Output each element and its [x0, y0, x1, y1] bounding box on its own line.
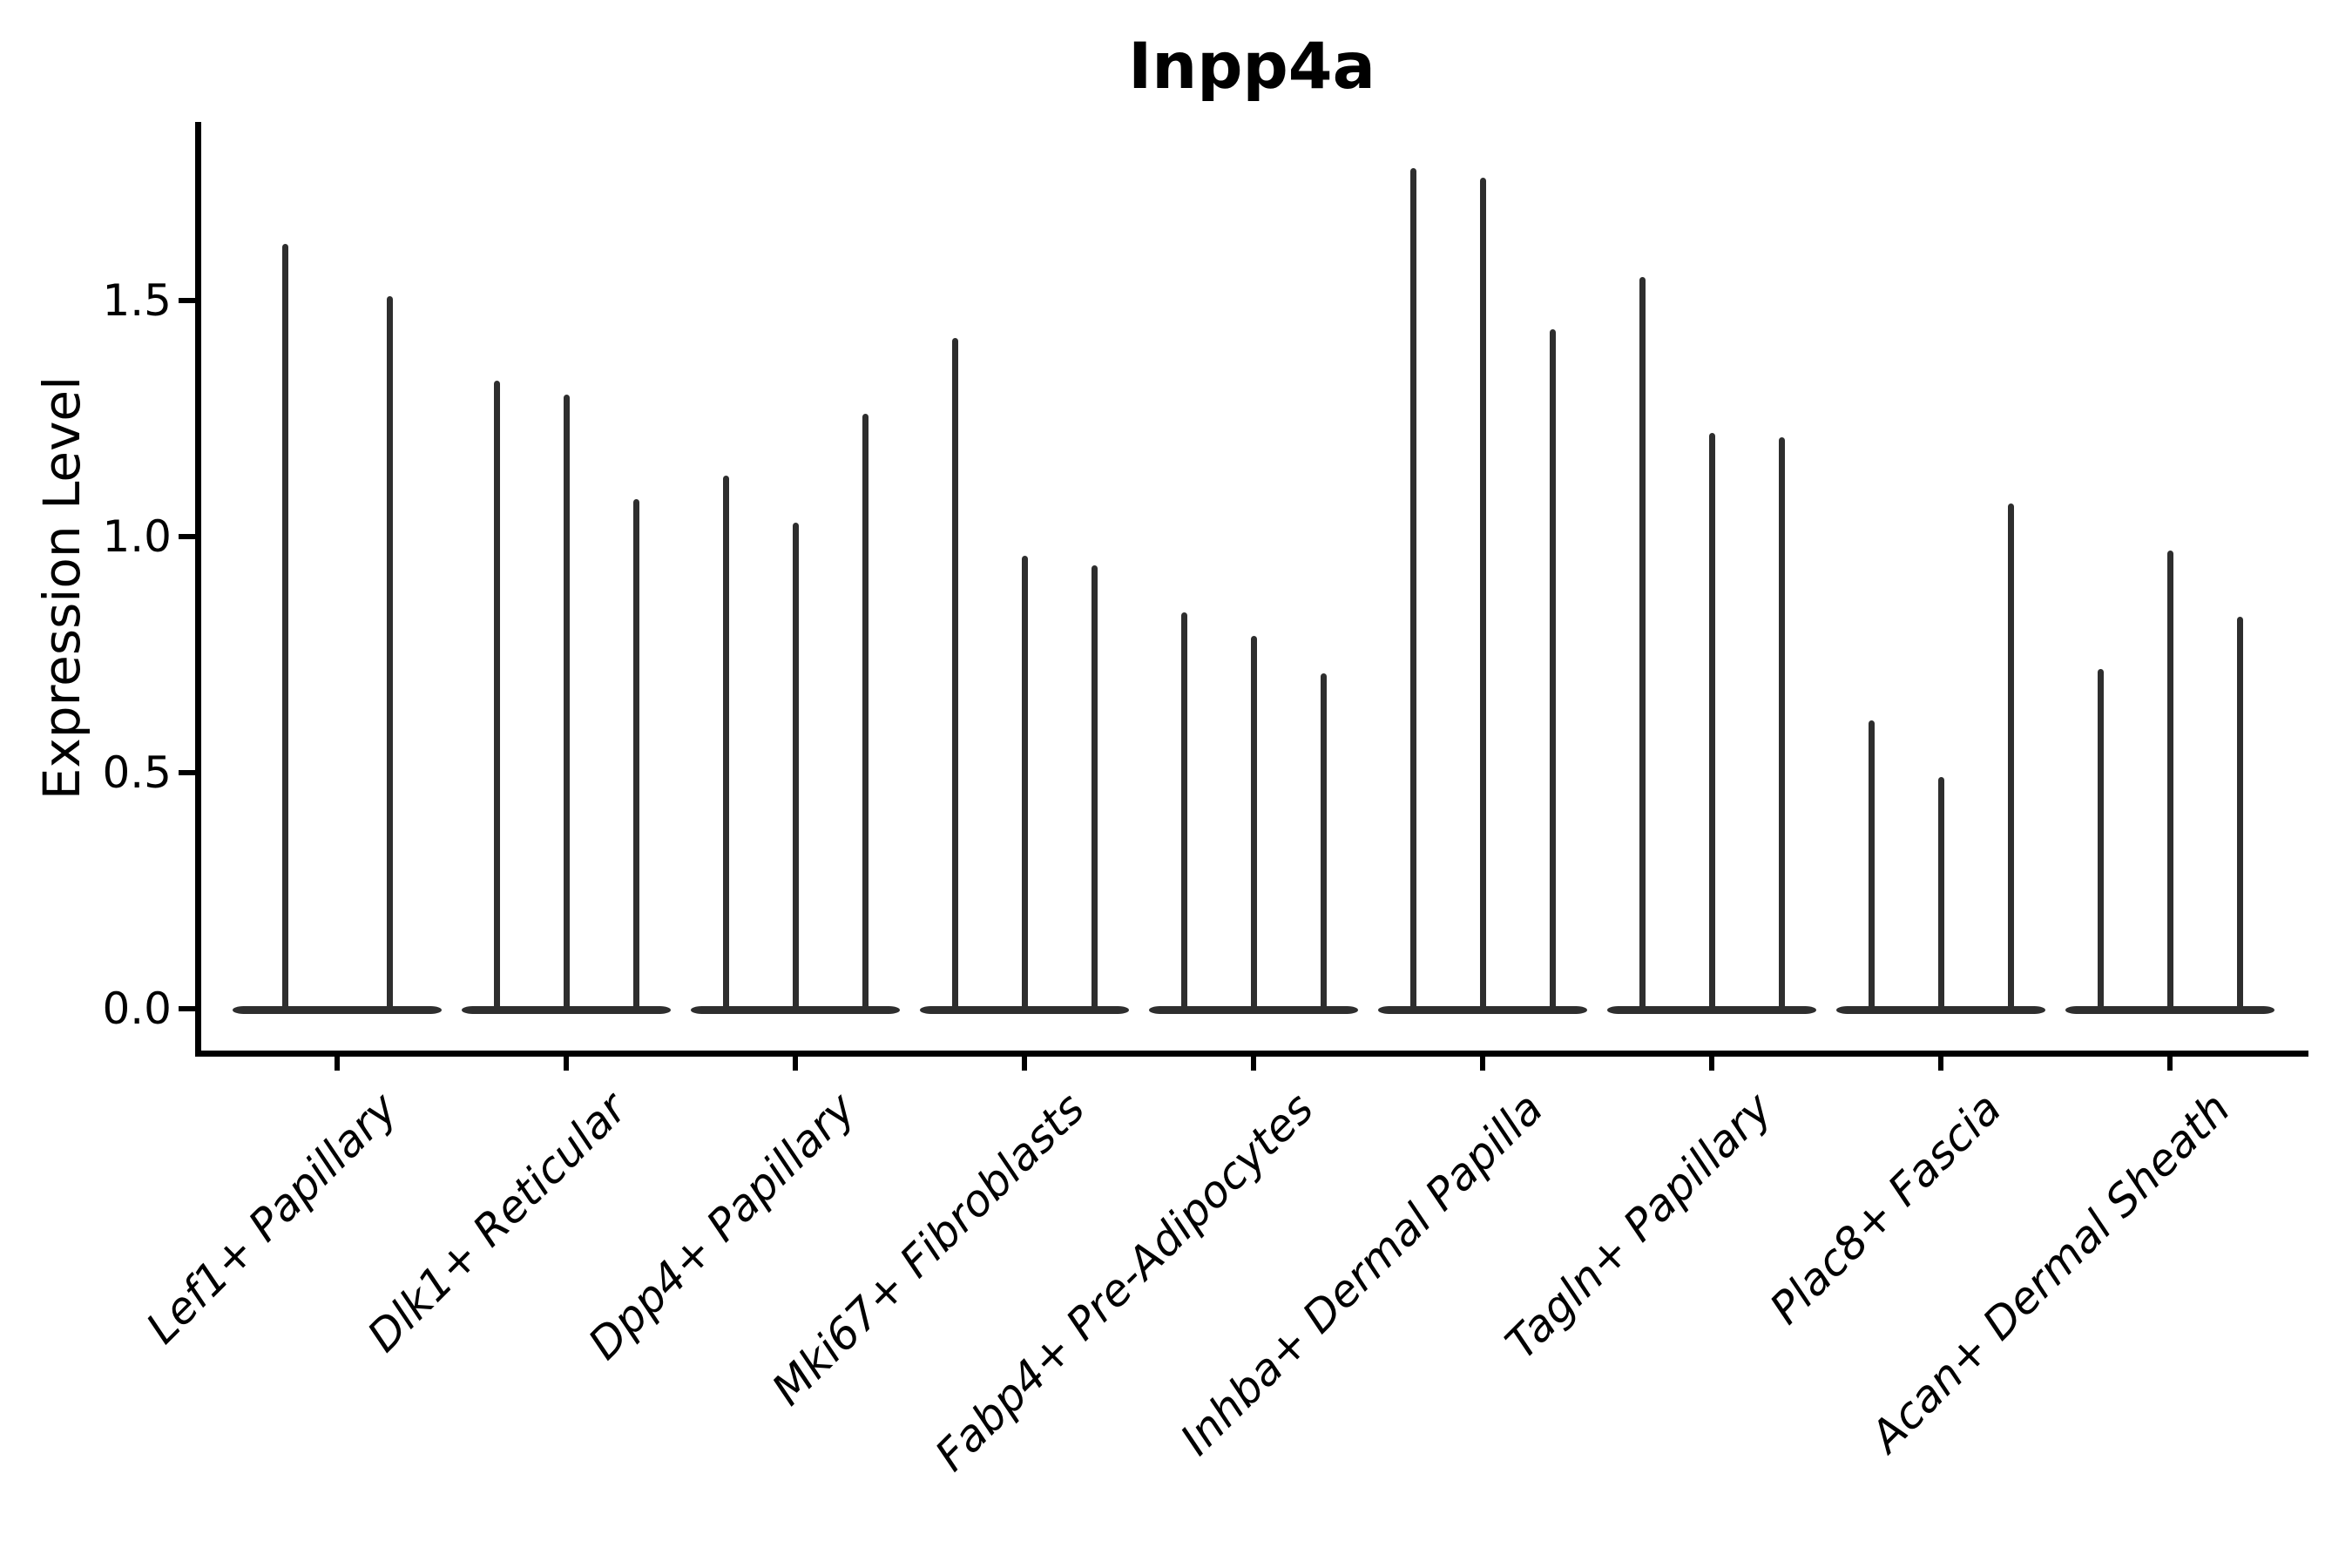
violin-spike	[1180, 612, 1187, 1010]
x-axis-spine	[195, 1051, 2308, 1057]
y-axis-label: Expression Level	[32, 375, 91, 801]
violin-spike	[1021, 555, 1028, 1010]
violin-spike	[792, 522, 799, 1010]
y-tick-label: 1.0	[102, 511, 172, 562]
x-tick-mark	[1251, 1057, 1256, 1071]
x-tick-mark	[335, 1057, 340, 1071]
violin-spike	[1409, 168, 1416, 1010]
violin-spike	[1320, 673, 1327, 1010]
violin-spike	[1549, 328, 1556, 1010]
y-tick-mark	[179, 298, 195, 303]
y-tick-mark	[179, 534, 195, 539]
x-tick-label: Lef1+ Papillary	[137, 1083, 408, 1354]
x-tick-mark	[1709, 1057, 1714, 1071]
x-tick-label: Fabp4+ Pre-Adipocytes	[925, 1083, 1324, 1481]
violin-spike	[1639, 276, 1646, 1010]
x-tick-mark	[2167, 1057, 2173, 1071]
violin-spike	[281, 243, 288, 1010]
violin-spike	[1778, 437, 1785, 1010]
chart-title: Inpp4a	[1128, 30, 1375, 104]
violin-spike	[1937, 777, 1944, 1010]
violin-spike	[2007, 504, 2014, 1010]
x-tick-mark	[1938, 1057, 1943, 1071]
x-tick-mark	[793, 1057, 798, 1071]
x-tick-mark	[1022, 1057, 1027, 1071]
violin-spike	[493, 381, 500, 1010]
x-tick-label: Plac8+ Fascia	[1760, 1083, 2011, 1335]
violin-spike	[632, 498, 639, 1010]
violin-spike	[1708, 432, 1715, 1010]
violin-spike	[2097, 668, 2104, 1010]
violin-spike	[1868, 720, 1875, 1010]
violin-spike	[2166, 551, 2173, 1010]
y-tick-label: 0.0	[102, 983, 172, 1034]
violin-spike	[1091, 564, 1098, 1010]
y-tick-label: 1.5	[102, 275, 172, 326]
violin-spike	[1479, 178, 1486, 1010]
y-axis-spine	[195, 122, 201, 1057]
y-tick-mark	[179, 1006, 195, 1011]
violin-spike	[722, 475, 729, 1010]
x-tick-mark	[1480, 1057, 1485, 1071]
x-tick-mark	[564, 1057, 569, 1071]
violin-spike	[951, 338, 958, 1010]
violin-spike	[386, 295, 393, 1010]
violin-spike	[2236, 617, 2243, 1010]
violin-spike	[1250, 635, 1257, 1010]
y-tick-label: 0.5	[102, 747, 172, 798]
violin-base	[233, 1006, 442, 1014]
y-tick-mark	[179, 770, 195, 775]
violin-spike	[862, 414, 868, 1010]
violin-spike	[563, 395, 570, 1010]
